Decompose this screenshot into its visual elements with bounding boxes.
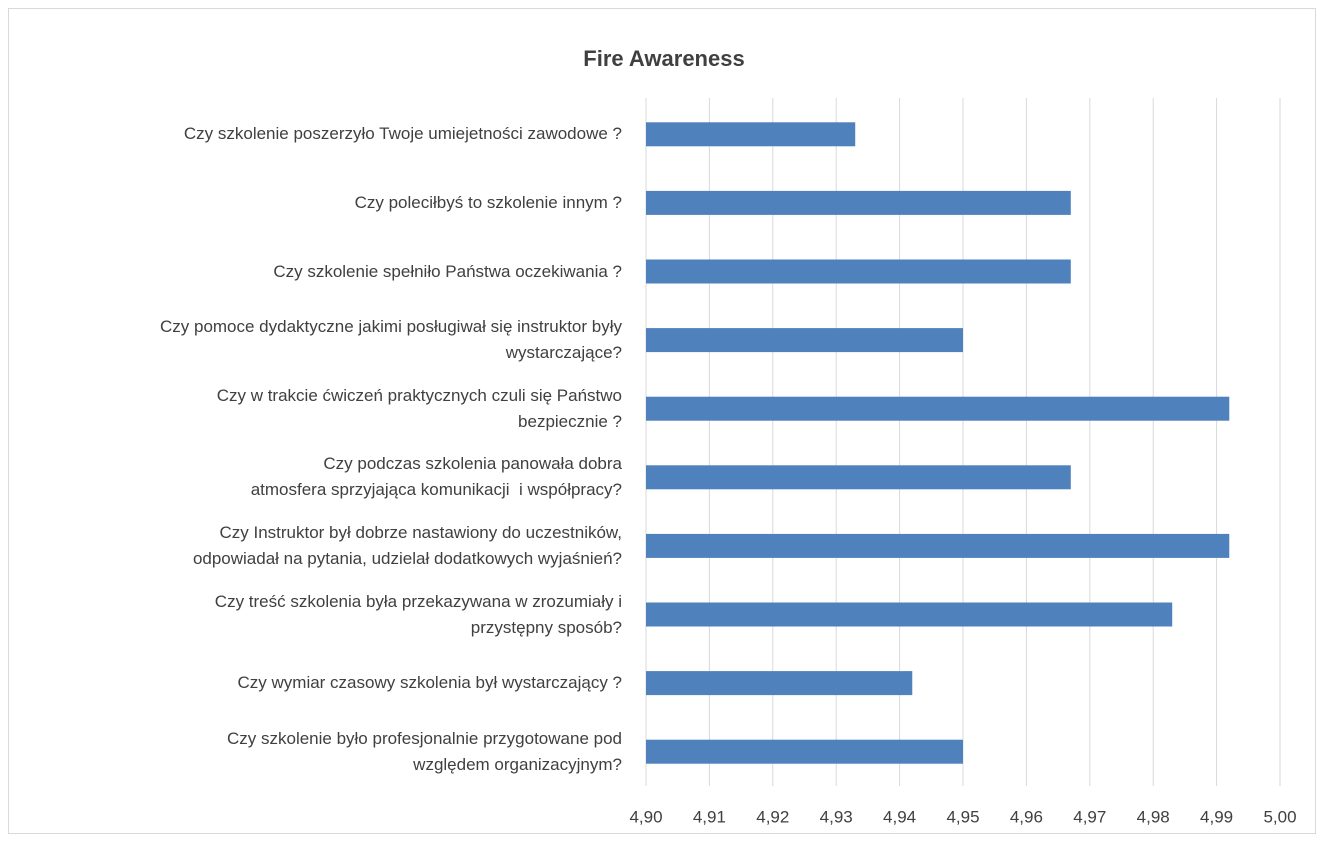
bar [646, 190, 1071, 215]
bar [646, 396, 1230, 421]
y-tick-label: Czy podczas szkolenia panowała dobra atm… [250, 454, 622, 500]
bar [646, 739, 963, 764]
y-tick-label: Czy treść szkolenia była przekazywana w … [214, 591, 622, 637]
y-tick-label: Czy szkolenie było profesjonalnie przygo… [226, 728, 622, 774]
x-tick-label: 4,96 [1010, 807, 1043, 826]
x-tick-label: 4,94 [883, 807, 916, 826]
x-tick-label: 4,93 [820, 807, 853, 826]
y-tick-label: Czy wymiar czasowy szkolenia był wystarc… [237, 673, 623, 693]
x-tick-label: 5,00 [1263, 807, 1296, 826]
y-tick-label: Czy w trakcie ćwiczeń praktycznych czuli… [216, 385, 622, 431]
x-tick-label: 4,95 [946, 807, 979, 826]
bar [646, 465, 1071, 490]
bar [646, 533, 1230, 558]
x-tick-label: 4,92 [756, 807, 789, 826]
y-tick-label: Czy Instruktor był dobrze nastawiony do … [192, 522, 622, 568]
bar [646, 259, 1071, 284]
y-tick-label: Czy poleciłbyś to szkolenie innym ? [354, 192, 622, 212]
bar [646, 328, 963, 353]
chart-title: Fire Awareness [583, 46, 744, 71]
bar [646, 122, 856, 147]
x-tick-label: 4,98 [1137, 807, 1170, 826]
x-tick-label: 4,97 [1073, 807, 1106, 826]
y-tick-label: Czy szkolenie poszerzyło Twoje umiejetno… [183, 124, 622, 144]
x-tick-label: 4,91 [693, 807, 726, 826]
y-tick-label: Czy szkolenie spełniło Państwa oczekiwan… [273, 261, 622, 281]
bar [646, 671, 913, 696]
bar [646, 602, 1173, 627]
y-tick-label: Czy pomoce dydaktyczne jakimi posługiwał… [159, 317, 622, 363]
x-tick-label: 4,90 [629, 807, 662, 826]
x-tick-label: 4,99 [1200, 807, 1233, 826]
chart-border [8, 8, 1316, 834]
